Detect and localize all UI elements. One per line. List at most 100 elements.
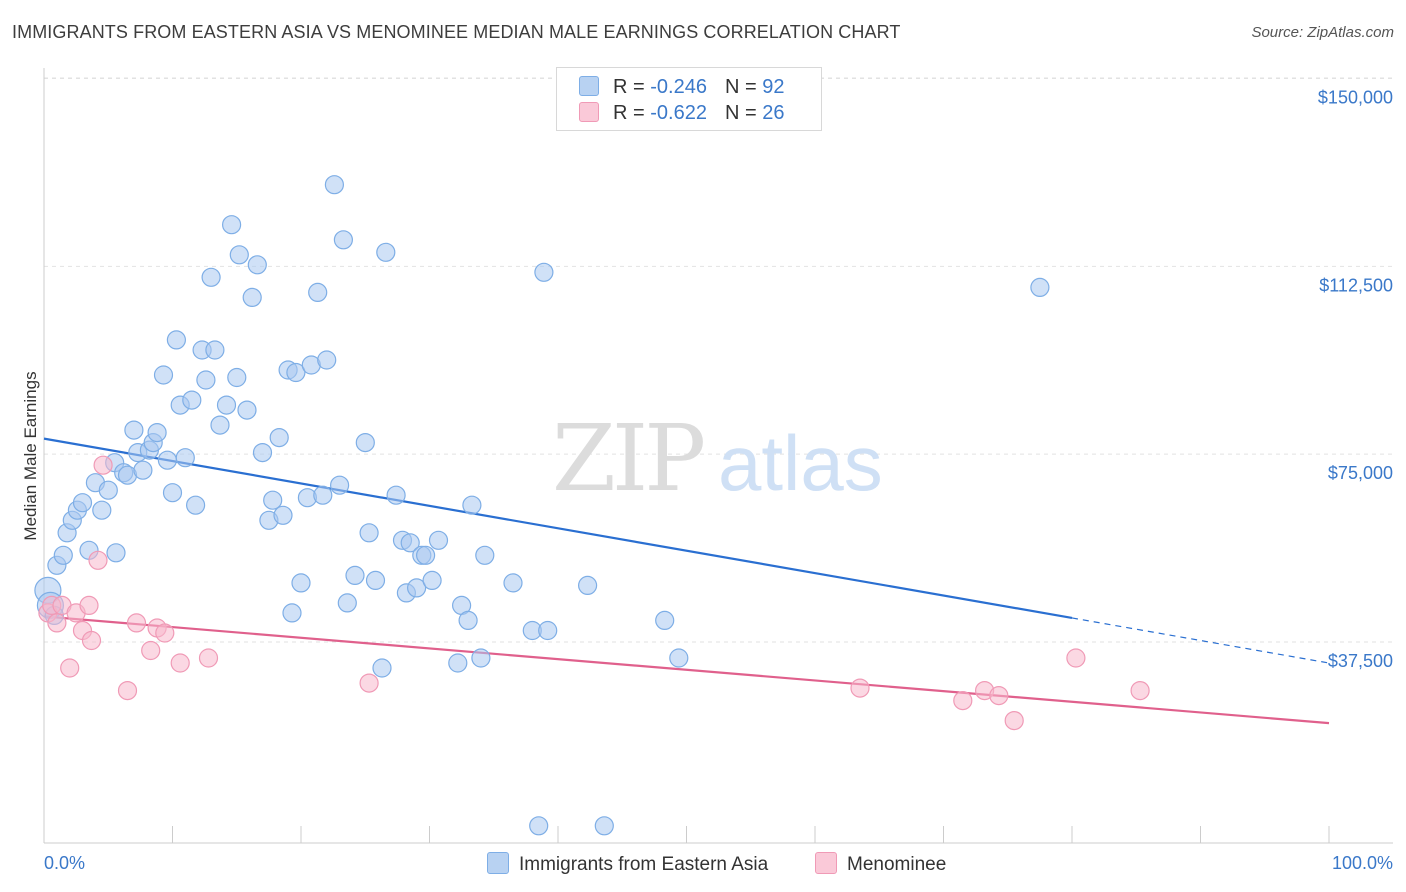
data-point (1004, 710, 1024, 731)
data-point (263, 490, 283, 510)
bottom-legend-swatch-eastern-asia (487, 852, 509, 874)
watermark-atlas: atlas (718, 419, 883, 507)
data-point (359, 673, 379, 693)
trend-line (43, 437, 1073, 620)
x-tick-label-max: 100.0% (1332, 853, 1393, 873)
bottom-legend-menominee: Menominee (815, 852, 946, 876)
data-points (34, 175, 1150, 836)
data-point (400, 533, 420, 553)
y-tick-label: $75,000 (1328, 463, 1393, 483)
data-point (186, 495, 206, 515)
data-point (324, 175, 344, 195)
data-point (269, 428, 289, 448)
legend-swatch-eastern-asia (579, 76, 599, 96)
data-point (237, 400, 257, 420)
source-label: Source: ZipAtlas.com (1251, 24, 1394, 41)
data-point (1130, 680, 1150, 701)
legend-swatch-menominee (579, 102, 599, 122)
data-point (198, 648, 219, 668)
data-point (330, 475, 350, 495)
data-point (386, 485, 406, 505)
legend-n-label: N = (724, 102, 763, 124)
data-point (462, 495, 482, 515)
data-point (282, 603, 302, 623)
data-point (337, 593, 357, 613)
data-point (166, 330, 186, 350)
data-point (471, 648, 491, 668)
data-point (47, 613, 67, 633)
data-point (175, 448, 195, 468)
legend-row-eastern-asia: R = -0.246 N = 92 (579, 76, 784, 100)
legend-n-label: N = (724, 76, 763, 98)
data-point (989, 685, 1009, 706)
data-point (503, 573, 523, 593)
data-point (655, 610, 675, 631)
data-point (1030, 277, 1050, 297)
data-point (133, 460, 153, 480)
data-point (448, 653, 468, 673)
bottom-legend-label: Menominee (847, 854, 947, 875)
data-point (458, 610, 478, 631)
y-tick-labels: $37,500 $75,000 $112,500 $150,000 (1318, 88, 1393, 672)
data-point (81, 630, 102, 651)
data-point (92, 500, 112, 520)
data-point (227, 367, 247, 388)
data-point (53, 545, 73, 565)
legend-r-value: -0.622 (650, 102, 707, 124)
legend-n-value: 92 (762, 76, 785, 98)
watermark-zip: ZIP (552, 405, 703, 512)
data-point (1066, 648, 1086, 668)
data-point (252, 443, 273, 463)
data-point (669, 648, 689, 668)
data-point (416, 545, 436, 565)
legend-r-label: R = (613, 102, 651, 124)
legend-n-value: 26 (762, 102, 785, 124)
watermark: ZIP atlas (552, 405, 883, 512)
data-point (291, 573, 311, 593)
data-point (210, 415, 230, 435)
data-point (205, 340, 225, 360)
data-point (222, 215, 242, 235)
data-point (147, 423, 167, 443)
bottom-legend-eastern-asia: Immigrants from Eastern Asia (487, 852, 768, 876)
data-point (155, 623, 175, 643)
data-point (365, 570, 386, 591)
data-point (229, 245, 249, 265)
data-point (376, 242, 396, 262)
trend-line (43, 615, 1330, 725)
data-point (126, 613, 147, 633)
data-point (355, 433, 375, 453)
y-tick-label: $37,500 (1328, 651, 1393, 671)
legend-row-menominee: R = -0.622 N = 26 (579, 102, 784, 126)
data-point (317, 350, 337, 370)
legend-r-value: -0.246 (650, 76, 707, 98)
data-point (182, 390, 202, 410)
data-point (286, 362, 306, 383)
data-point (594, 816, 614, 836)
data-point (93, 455, 113, 475)
data-point (247, 255, 267, 275)
data-point (407, 578, 427, 598)
data-point (538, 620, 558, 641)
data-point (170, 653, 190, 673)
data-point (345, 565, 365, 586)
data-point (953, 690, 973, 711)
data-point (117, 680, 138, 701)
bottom-legend-swatch-menominee (815, 852, 837, 874)
x-ticks (43, 826, 1330, 843)
data-point (60, 658, 80, 678)
y-axis-label: Median Male Earnings (21, 371, 40, 540)
data-point (162, 483, 183, 503)
data-point (372, 658, 392, 678)
data-point (153, 365, 174, 385)
data-point (106, 543, 126, 563)
data-point (308, 282, 328, 302)
data-point (529, 816, 549, 836)
data-point (850, 678, 870, 698)
data-point (216, 395, 237, 415)
data-point (124, 420, 144, 440)
data-point (88, 550, 108, 570)
data-point (333, 230, 353, 250)
data-point (577, 575, 598, 596)
